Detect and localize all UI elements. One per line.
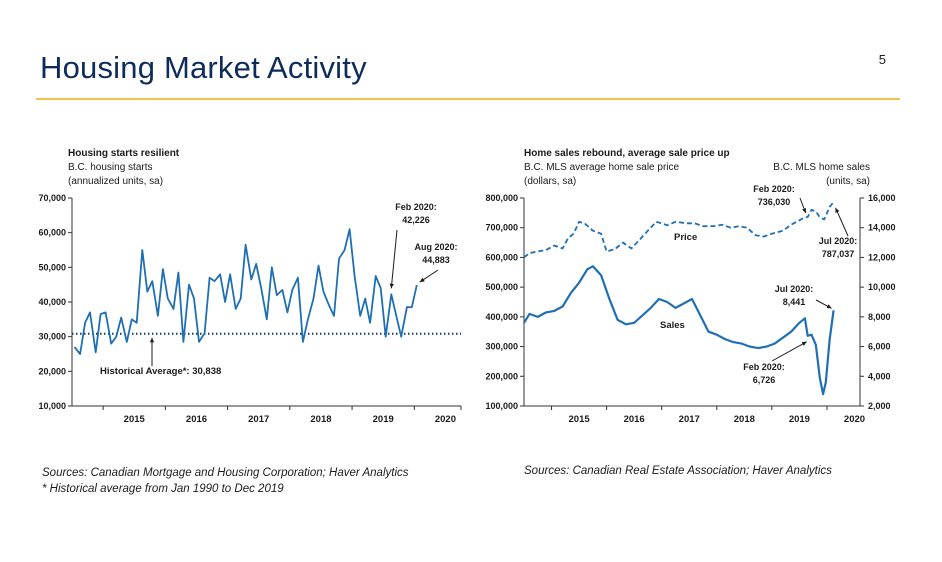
price-axis-title-1: B.C. MLS average home sale price (524, 162, 680, 173)
home-sales-chart: Home sales rebound, average sale price u… (474, 140, 914, 440)
feb-2020-sales-value: 6,726 (753, 375, 776, 385)
housing-starts-x-tick-label: 2019 (373, 414, 394, 425)
sales-line (523, 265, 835, 396)
feb-2020-value: 42,226 (402, 215, 430, 225)
housing-starts-x-tick-label: 2020 (435, 414, 456, 425)
price-y-tick-label: 200,000 (485, 371, 518, 381)
feb-2020-price-value: 736,030 (758, 197, 791, 207)
feb-2020-sales-arrow-head (801, 341, 807, 346)
housing-starts-svg: Housing starts resilient B.C. housing st… (38, 148, 462, 425)
housing-starts-x-tick-label: 2018 (310, 414, 331, 425)
home-sales-x-tick-label: 2016 (624, 414, 645, 425)
housing-starts-chart: Housing starts resilient B.C. housing st… (28, 140, 468, 440)
home-sales-x-tick-label: 2018 (734, 414, 755, 425)
historical-average-arrow-head (149, 337, 155, 343)
sales-series-label: Sales (660, 320, 685, 331)
sales-y-tick-label: 10,000 (868, 282, 896, 292)
price-y-tick-label: 100,000 (485, 401, 518, 411)
jul-2020-sales-value: 8,441 (783, 297, 806, 307)
housing-starts-x-tick-label: 2017 (248, 414, 269, 425)
housing-starts-y-tick-label: 40,000 (38, 297, 66, 307)
sales-y-tick-label: 14,000 (868, 223, 896, 233)
home-sales-x-tick-label: 2017 (679, 414, 700, 425)
feb-2020-price-arrow-head (802, 208, 807, 214)
housing-starts-y-tick-label: 60,000 (38, 228, 66, 238)
sales-y-tick-label: 12,000 (868, 252, 896, 262)
sales-y-tick-label: 16,000 (868, 193, 896, 203)
feb-2020-arrow-head (389, 283, 394, 289)
aug-2020-value: 44,883 (422, 255, 450, 265)
feb-2020-label: Feb 2020: (395, 202, 437, 212)
price-y-tick-label: 600,000 (485, 252, 518, 262)
sales-axis-title-2: (units, sa) (826, 176, 870, 187)
price-y-tick-label: 300,000 (485, 342, 518, 352)
sales-y-tick-label: 2,000 (868, 401, 891, 411)
jul-2020-price-arrow (835, 207, 849, 237)
housing-starts-y-tick-label: 20,000 (38, 366, 66, 376)
page-number: 5 (878, 52, 886, 67)
jul-2020-price-value: 787,037 (822, 249, 855, 259)
left-sources: Sources: Canadian Mortgage and Housing C… (42, 465, 409, 497)
housing-starts-title: Housing starts resilient (68, 148, 180, 159)
housing-starts-subtitle-1: B.C. housing starts (68, 162, 152, 173)
housing-starts-x-tick-label: 2015 (124, 414, 146, 425)
jul-2020-sales-arrow-head (826, 304, 832, 309)
home-sales-x-tick-label: 2015 (569, 414, 591, 425)
price-series-label: Price (674, 232, 697, 243)
housing-starts-line (73, 228, 418, 355)
price-y-tick-label: 800,000 (485, 193, 518, 203)
housing-starts-y-tick-label: 50,000 (38, 262, 66, 272)
home-sales-x-tick-label: 2020 (844, 414, 865, 425)
sales-y-tick-label: 8,000 (868, 312, 891, 322)
price-y-tick-label: 700,000 (485, 223, 518, 233)
jul-2020-price-label: Jul 2020: (819, 236, 858, 246)
price-axis-title-2: (dollars, sa) (524, 176, 576, 187)
sales-axis-title-1: B.C. MLS home sales (773, 162, 870, 173)
price-y-tick-label: 500,000 (485, 282, 518, 292)
slide-title: Housing Market Activity (40, 50, 367, 85)
sales-y-tick-label: 4,000 (868, 371, 891, 381)
home-sales-svg: Home sales rebound, average sale price u… (485, 148, 896, 425)
feb-2020-sales-arrow (771, 341, 807, 362)
price-y-tick-label: 400,000 (485, 312, 518, 322)
jul-2020-sales-label: Jul 2020: (775, 284, 814, 294)
historical-average-label: Historical Average*: 30,838 (100, 366, 221, 377)
aug-2020-arrow-head (419, 277, 425, 283)
left-source-line: Sources: Canadian Mortgage and Housing C… (42, 467, 409, 479)
housing-starts-y-tick-label: 30,000 (38, 332, 66, 342)
housing-starts-y-tick-label: 70,000 (38, 193, 66, 203)
right-sources: Sources: Canadian Real Estate Associatio… (524, 463, 832, 479)
left-footnote-line: * Historical average from Jan 1990 to De… (42, 483, 284, 495)
price-line (523, 201, 835, 259)
home-sales-x-tick-label: 2019 (789, 414, 810, 425)
jul-2020-price-arrow-head (835, 207, 840, 213)
title-divider (36, 98, 900, 100)
right-source-line: Sources: Canadian Real Estate Associatio… (524, 465, 832, 477)
housing-starts-y-tick-label: 10,000 (38, 401, 66, 411)
feb-2020-price-label: Feb 2020: (753, 184, 795, 194)
feb-2020-sales-label: Feb 2020: (743, 362, 785, 372)
feb-2020-arrow (390, 229, 398, 289)
housing-starts-x-tick-label: 2016 (186, 414, 207, 425)
home-sales-title: Home sales rebound, average sale price u… (524, 148, 730, 159)
sales-y-tick-label: 6,000 (868, 342, 891, 352)
housing-starts-subtitle-2: (annualized units, sa) (68, 176, 163, 187)
aug-2020-label: Aug 2020: (414, 242, 457, 252)
